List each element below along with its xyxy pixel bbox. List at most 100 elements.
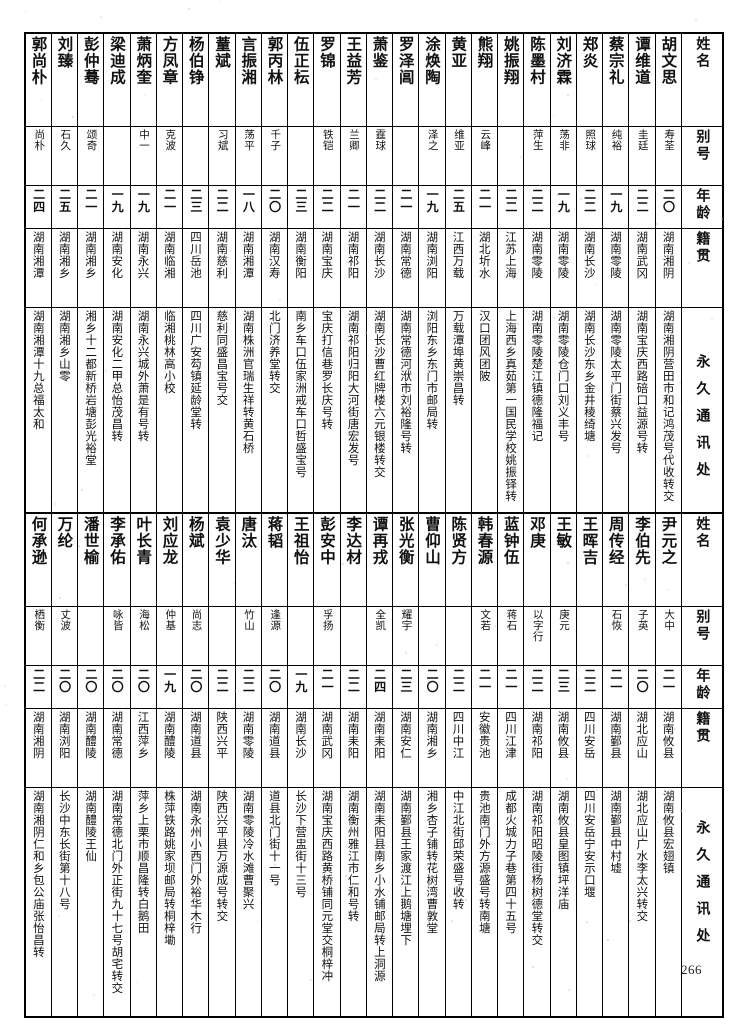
scan-speckle <box>504 51 507 54</box>
alias-text: 咏皆 <box>111 609 124 631</box>
scan-speckle <box>720 218 723 221</box>
origin-text: 湖南永兴 <box>136 231 151 279</box>
scan-speckle <box>78 544 81 547</box>
cell-origin: 湖南耒阳 <box>339 708 367 788</box>
address-text: 湖南安化二甲总怡茂昌转 <box>110 310 125 442</box>
name-text: 萧鉴 <box>370 36 389 69</box>
scan-speckle <box>260 287 263 290</box>
alias-text: 纯裕 <box>610 129 623 151</box>
scan-speckle <box>511 564 513 567</box>
age-text: 二一 <box>477 668 492 693</box>
cell-name: 涂焕陶 <box>418 32 446 127</box>
address-text: 湖南常德北门外正街九十七号胡宅转交 <box>110 790 125 994</box>
cell-origin: 湖南临湘 <box>155 228 184 308</box>
scan-speckle <box>493 625 496 628</box>
scan-speckle <box>277 389 280 392</box>
scan-speckle <box>310 979 313 982</box>
cell-alias: 萍生 <box>523 126 551 186</box>
scan-speckle <box>531 965 534 968</box>
scan-speckle <box>233 582 236 585</box>
cell-origin: 湖南湘阴 <box>654 228 682 308</box>
age-text: 二三 <box>188 188 203 213</box>
cell-alias: 大中 <box>654 606 682 666</box>
origin-text: 湖南湘阴 <box>31 711 46 759</box>
scan-speckle <box>219 0 222 3</box>
cell-name: 彭仲蓦 <box>76 32 105 127</box>
origin-text: 湖南零陵 <box>608 231 623 279</box>
row-label-origin: 籍贯 <box>681 708 724 788</box>
address-text: 南乡车口伍家洲戒车口哲盛宝号 <box>294 310 309 478</box>
age-text: 二〇 <box>267 188 282 213</box>
address-text: 宝庆打信巷罗长庆号转 <box>320 310 335 430</box>
cell-alias <box>575 606 604 666</box>
age-text: 二〇 <box>83 668 98 693</box>
origin-text: 安徽贵池 <box>477 711 492 759</box>
cell-age: 一九 <box>129 185 157 229</box>
scan-speckle <box>688 261 691 264</box>
cell-address: 长沙下营盅街十三号 <box>286 787 315 1018</box>
cell-origin: 湖南零陵 <box>234 708 262 788</box>
cell-address: 湖南鄞县王家渡江上鹅塘埋下 <box>391 787 420 1018</box>
name-text: 韩春源 <box>475 516 494 566</box>
address-text: 湖南宝庆西路黄桥铺同元堂交桐梓冲 <box>320 790 335 982</box>
cell-address: 湖南攸县宏翅镇 <box>654 787 682 1018</box>
cell-address: 湖北应山广水李太兴转交 <box>628 787 656 1018</box>
cell-age: 二一 <box>496 665 525 709</box>
origin-text: 湖南湘潭 <box>31 231 46 279</box>
name-text: 涂焕陶 <box>423 36 442 86</box>
scan-speckle <box>3 684 6 687</box>
cell-name: 刘应龙 <box>155 512 184 607</box>
cell-origin: 湖南宝庆 <box>313 228 341 308</box>
scan-speckle <box>54 502 57 505</box>
origin-text: 湖南湘乡 <box>57 231 72 279</box>
cell-address: 长沙中东长街第十八号 <box>50 787 79 1018</box>
scan-speckle <box>233 690 236 693</box>
origin-text: 湖南常德 <box>110 711 125 759</box>
cell-name: 万纶 <box>50 512 79 607</box>
name-text: 杨伯铮 <box>186 36 205 86</box>
address-text: 汉口团风团陂 <box>477 310 492 382</box>
cell-name: 黄亚 <box>444 32 472 127</box>
address-text: 湖南耒阳县南乡小水铺邮局转上洞源 <box>372 790 387 982</box>
cell-origin: 湖南祁阳 <box>523 708 551 788</box>
cell-origin: 湖南浏阳 <box>50 708 79 788</box>
origin-text: 江西万载 <box>451 231 466 279</box>
origin-text: 湖南零陵 <box>556 231 571 279</box>
cell-alias: 耀宇 <box>391 606 420 666</box>
address-text: 湖南永州小西门外裕华木行 <box>189 790 204 934</box>
scan-speckle <box>516 322 519 325</box>
cell-alias: 习斌 <box>208 126 236 186</box>
name-text: 王晖吉 <box>580 516 599 566</box>
origin-text: 湖南道县 <box>267 711 282 759</box>
cell-address: 成都火城力子巷第四十五号 <box>496 787 525 1018</box>
cell-name: 周传经 <box>601 512 630 607</box>
scan-speckle <box>143 93 146 96</box>
cell-alias <box>391 126 420 186</box>
cell-alias: 逢源 <box>260 606 289 666</box>
cell-age: 一九 <box>155 665 184 709</box>
scan-speckle <box>678 381 681 384</box>
cell-age: 二二 <box>208 185 236 229</box>
cell-name: 方凤章 <box>155 32 184 127</box>
age-text: 二〇 <box>635 668 650 693</box>
cell-alias: 仲基 <box>155 606 184 666</box>
scan-speckle <box>567 93 570 96</box>
cell-alias: 克波 <box>155 126 184 186</box>
origin-text: 湖南耒阳 <box>346 711 361 759</box>
scan-speckle <box>430 275 433 278</box>
name-text: 郭尚朴 <box>29 36 48 86</box>
address-text: 湖南永兴城外萧是有号转 <box>136 310 151 442</box>
age-text: 二〇 <box>661 188 676 213</box>
cell-address: 株萍铁路姚家坝邮局转桐梓墈 <box>155 787 184 1018</box>
alias-text: 尚志 <box>190 609 203 631</box>
scan-speckle <box>586 921 589 924</box>
cell-origin: 江苏上海 <box>496 228 525 308</box>
origin-text: 湖北圻水 <box>477 231 492 279</box>
roster-table-2: 何承逊 万纶 潘世榆 李承佑 叶长青 刘应龙 杨斌 袁少华 唐汰 蒋韬 王祖怡 彭安中 李达材 谭再戎 张光… <box>24 512 724 1018</box>
alias-text: 寿荃 <box>663 129 676 151</box>
cell-alias <box>76 606 105 666</box>
alias-text: 荡非 <box>558 129 570 151</box>
scan-speckle <box>451 919 454 922</box>
alias-text: 霆球 <box>374 129 387 151</box>
cell-alias: 千子 <box>260 126 289 186</box>
